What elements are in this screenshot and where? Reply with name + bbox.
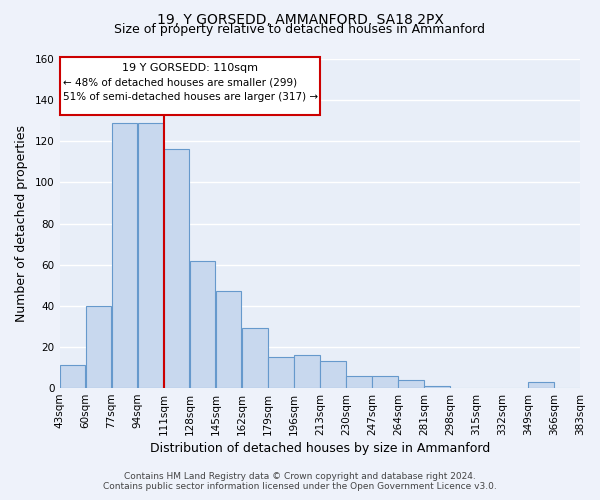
Bar: [346, 376, 371, 388]
Bar: [372, 376, 398, 388]
Bar: [424, 386, 449, 388]
Y-axis label: Number of detached properties: Number of detached properties: [15, 125, 28, 322]
Text: 19 Y GORSEDD: 110sqm: 19 Y GORSEDD: 110sqm: [122, 63, 257, 73]
Bar: [216, 292, 241, 388]
Bar: [242, 328, 268, 388]
Bar: [398, 380, 424, 388]
Bar: [528, 382, 554, 388]
Text: Contains HM Land Registry data © Crown copyright and database right 2024.: Contains HM Land Registry data © Crown c…: [124, 472, 476, 481]
Text: Size of property relative to detached houses in Ammanford: Size of property relative to detached ho…: [115, 22, 485, 36]
Text: ← 48% of detached houses are smaller (299): ← 48% of detached houses are smaller (29…: [62, 78, 297, 88]
Bar: [268, 357, 293, 388]
Bar: [190, 260, 215, 388]
Text: 51% of semi-detached houses are larger (317) →: 51% of semi-detached houses are larger (…: [62, 92, 318, 102]
Bar: [112, 123, 137, 388]
Bar: [60, 366, 85, 388]
Bar: [294, 355, 320, 388]
Bar: [86, 306, 112, 388]
Bar: [59, 57, 320, 114]
Bar: [138, 123, 163, 388]
Bar: [164, 150, 190, 388]
X-axis label: Distribution of detached houses by size in Ammanford: Distribution of detached houses by size …: [149, 442, 490, 455]
Bar: [320, 362, 346, 388]
Text: 19, Y GORSEDD, AMMANFORD, SA18 2PX: 19, Y GORSEDD, AMMANFORD, SA18 2PX: [157, 12, 443, 26]
Text: Contains public sector information licensed under the Open Government Licence v3: Contains public sector information licen…: [103, 482, 497, 491]
